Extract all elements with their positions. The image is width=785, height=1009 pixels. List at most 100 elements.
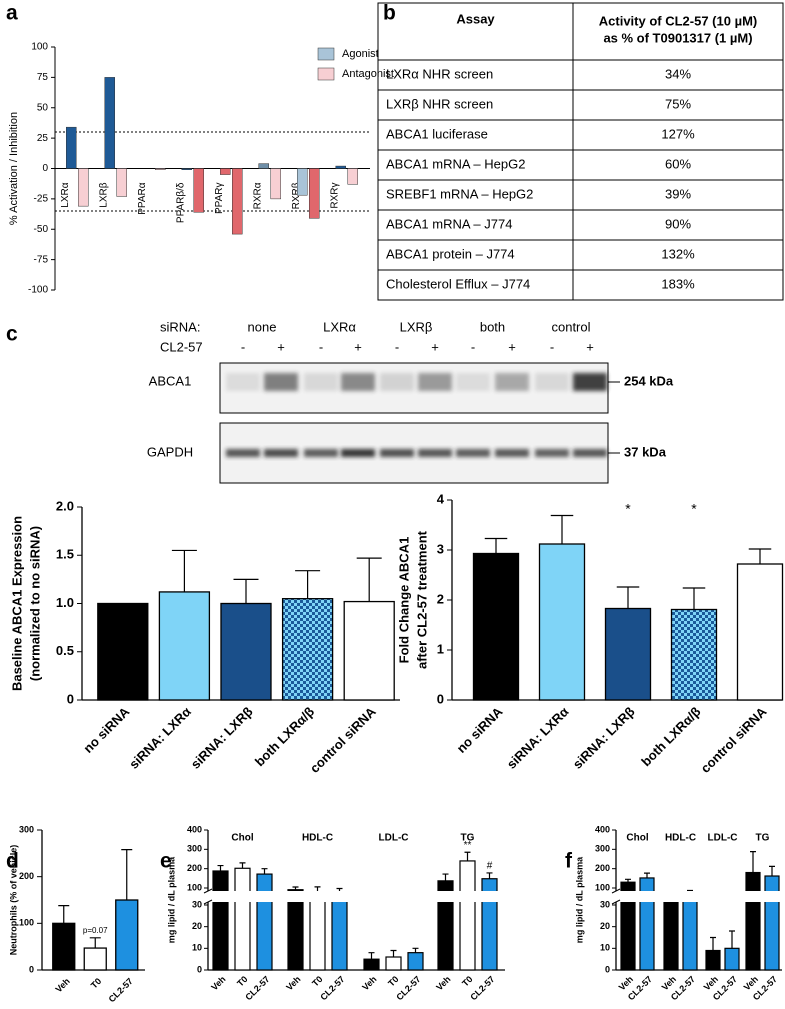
y-tick-label: 100 [19, 918, 34, 928]
blot-band [573, 373, 607, 391]
blot-band [495, 449, 529, 457]
blot-band [226, 449, 260, 457]
blot-treatment: - [241, 339, 245, 354]
bar [385, 956, 402, 971]
y-tick-label: -50 [34, 224, 49, 235]
panel-label: c [6, 323, 18, 346]
error-bar [121, 849, 133, 900]
table-cell: LXRβ NHR screen [386, 96, 493, 111]
bar [212, 870, 229, 971]
group-label: TG [756, 833, 770, 844]
y-tick-label: 200 [187, 863, 202, 873]
table-cell: ABCA1 luciferase [386, 126, 488, 141]
bar [258, 163, 269, 169]
blot-band [418, 373, 452, 391]
bar [620, 881, 636, 971]
y-tick-label: 30 [192, 899, 202, 909]
error-bar [464, 851, 471, 861]
bar [682, 892, 698, 971]
legend-label: Antagonist [342, 68, 394, 80]
bar [331, 892, 348, 971]
blot-band [456, 373, 490, 391]
blot-treatment: - [319, 339, 323, 354]
bar [155, 168, 166, 170]
y-tick-label: 10 [192, 943, 202, 953]
axis-break-mark [611, 899, 621, 905]
blot-band [341, 373, 375, 391]
error-bar [239, 862, 246, 869]
y-axis-label: % Activation / Inhibition [8, 112, 20, 225]
y-tick-label: 200 [19, 871, 34, 881]
blot-group: LXRβ [400, 319, 433, 334]
blot-treatment: + [431, 339, 439, 354]
y-tick-label: 30 [600, 899, 610, 909]
error-bar [171, 549, 197, 592]
table-cell: 132% [661, 246, 695, 261]
table-border [377, 2, 784, 301]
blot-band [456, 449, 490, 457]
error-bar [89, 937, 101, 949]
bar [663, 894, 679, 971]
axis-break [610, 891, 782, 902]
bar [287, 889, 304, 971]
bar [309, 891, 326, 971]
bar [297, 168, 308, 196]
bar [281, 598, 334, 701]
table-cell: 75% [665, 96, 691, 111]
bar [705, 949, 721, 971]
y-tick-label: 0 [197, 964, 202, 974]
bar [347, 168, 358, 185]
bar [234, 867, 251, 971]
error-bar [616, 586, 640, 609]
blot-size: 37 kDa [624, 444, 667, 459]
table-cell: SREBF1 mRNA – HepG2 [386, 186, 533, 201]
error-bar [484, 537, 508, 554]
bar [538, 543, 586, 701]
table-cell: LXRα NHR screen [386, 66, 493, 81]
blot-treatment: - [550, 339, 554, 354]
y-axis-label: Baseline ABCA1 Expression [9, 516, 24, 691]
y-tick-label: 300 [187, 844, 202, 854]
blot-band [304, 373, 338, 391]
blot-group: LXRα [323, 319, 356, 334]
error-bar [682, 587, 706, 610]
bar [764, 875, 780, 971]
table-header: as % of T0901317 (1 µM) [603, 30, 752, 45]
axis-break-mark [203, 899, 213, 905]
x-tick-label: PPARγ [214, 183, 225, 215]
error-bar [750, 851, 756, 873]
x-tick-label: LXRα [60, 182, 71, 207]
table-cell: 34% [665, 66, 691, 81]
axis-break-mark [611, 888, 621, 894]
table-cell: 183% [661, 276, 695, 291]
table-cell: 60% [665, 156, 691, 171]
legend-label: Agonist [342, 48, 379, 60]
group-label: HDL-C [665, 833, 696, 844]
y-tick-label: -75 [34, 254, 49, 265]
group-label: Chol [231, 833, 253, 844]
error-bar [356, 557, 382, 602]
y-tick-label: 100 [31, 42, 48, 53]
annotation: p=0.07 [83, 926, 108, 935]
blot-row-label: GAPDH [147, 444, 193, 459]
legend-swatch [317, 67, 335, 81]
blot-band [418, 449, 452, 457]
blot-band [535, 373, 569, 391]
axis-break-mark [203, 888, 213, 894]
blot-treatment: - [471, 339, 475, 354]
blot-treatment: - [395, 339, 399, 354]
bar [437, 880, 454, 971]
blot-size: 254 kDa [624, 373, 674, 388]
blot-group: both [480, 319, 505, 334]
y-tick-label: 20 [192, 921, 202, 931]
y-tick-label: 3 [437, 541, 444, 556]
bar [604, 607, 652, 701]
y-tick-label: 400 [595, 824, 610, 834]
annotation: * [625, 501, 631, 517]
group-label: TG [461, 833, 475, 844]
y-axis-label: (normalized to no siRNA) [27, 526, 42, 681]
blot-label: CL2-57 [160, 339, 203, 354]
blot-band [264, 373, 298, 391]
error-bar [769, 865, 775, 877]
